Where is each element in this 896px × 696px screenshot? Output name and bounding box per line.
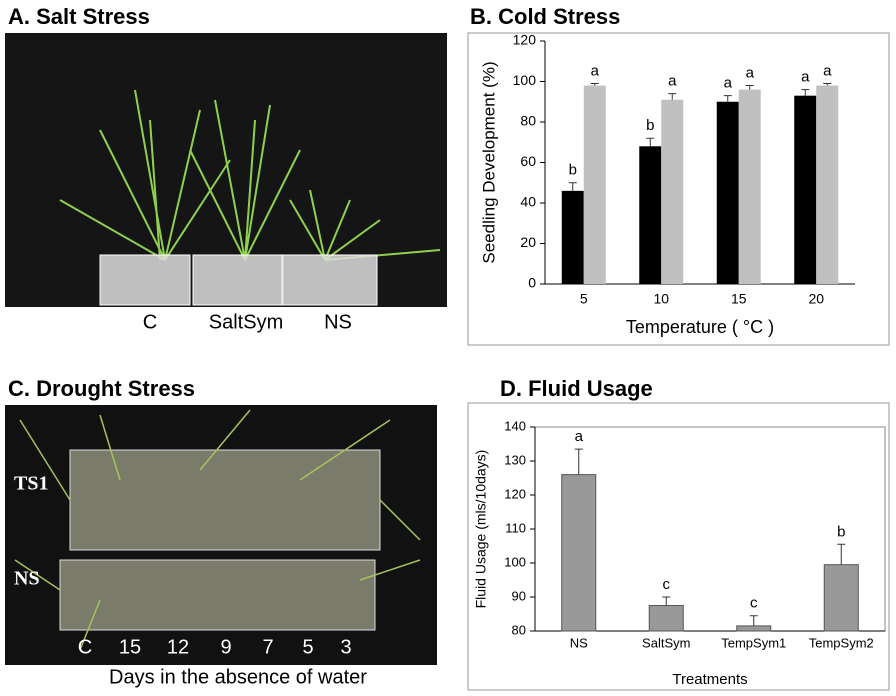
x-axis-label: Treatments — [672, 671, 747, 688]
significance-label: a — [724, 75, 733, 92]
photo-label: 15 — [119, 636, 141, 658]
x-tick-label: 5 — [580, 291, 588, 307]
x-tick-label: TempSym1 — [721, 635, 786, 650]
significance-label: a — [591, 62, 600, 79]
significance-label: a — [575, 428, 584, 445]
photo-label: 3 — [340, 636, 351, 658]
x-tick-label: SaltSym — [642, 635, 690, 650]
y-tick-label: 110 — [505, 520, 526, 535]
error-bar — [823, 83, 832, 86]
bar — [716, 101, 739, 284]
y-tick-label: 60 — [520, 153, 536, 169]
significance-label: b — [646, 117, 654, 134]
y-tick-label: 120 — [504, 486, 526, 501]
chart-frame — [467, 402, 890, 691]
bar — [661, 99, 684, 284]
significance-label: a — [668, 73, 677, 90]
y-tick-label: 0 — [528, 275, 536, 291]
photo-label: C — [78, 636, 92, 658]
error-bar — [837, 543, 846, 565]
bar — [738, 89, 761, 284]
error-bar — [749, 615, 758, 626]
side-label: TS1 — [14, 473, 48, 495]
y-tick-label: 80 — [512, 622, 526, 637]
photo-label: NS — [324, 311, 352, 333]
chart-frame — [467, 32, 890, 346]
photo-label: SaltSym — [209, 311, 283, 333]
significance-label: a — [823, 62, 832, 79]
significance-label: c — [750, 595, 758, 612]
x-tick-label: 15 — [731, 291, 747, 307]
bar — [648, 605, 684, 632]
chart-title: B. Cold Stress — [470, 4, 620, 29]
y-tick-label: 90 — [512, 588, 526, 603]
bar — [583, 85, 606, 284]
significance-label: b — [837, 523, 845, 540]
bar — [823, 564, 859, 632]
panel-title: C. Drought Stress — [8, 376, 195, 401]
error-bar — [574, 448, 583, 475]
y-tick-label: 20 — [520, 234, 536, 250]
y-axis-label: Fluid Usage (mls/10days) — [473, 450, 489, 609]
containers — [99, 254, 378, 306]
error-bar — [668, 93, 677, 100]
significance-label: c — [663, 576, 671, 593]
bar — [561, 190, 584, 284]
error-bar — [646, 137, 655, 147]
photo-label: 5 — [302, 636, 313, 658]
y-tick-label: 100 — [504, 554, 526, 569]
y-tick-label: 120 — [513, 32, 537, 48]
plants — [59, 89, 441, 261]
y-axis-label: Seedling Development (%) — [479, 61, 498, 263]
x-tick-label: 10 — [653, 291, 669, 307]
error-bar — [568, 182, 577, 191]
photo-label: 12 — [167, 636, 189, 658]
bar — [639, 146, 662, 284]
photo-label: 7 — [262, 636, 273, 658]
photo-label: C — [143, 311, 157, 333]
error-bar — [745, 85, 754, 90]
side-label: NS — [14, 568, 40, 590]
y-tick-label: 80 — [520, 113, 536, 129]
y-tick-label: 100 — [513, 72, 537, 88]
x-axis-label: Temperature ( °C ) — [626, 317, 774, 337]
bar — [816, 85, 839, 284]
caption: Days in the absence of water — [109, 666, 367, 688]
significance-label: b — [569, 162, 577, 179]
plants — [14, 409, 421, 651]
error-bar — [590, 83, 599, 86]
x-tick-label: 20 — [808, 291, 824, 307]
bar — [561, 474, 597, 632]
trays — [59, 449, 381, 631]
y-tick-label: 140 — [504, 418, 526, 433]
x-tick-label: NS — [570, 635, 588, 650]
error-bar — [723, 95, 732, 102]
panel-title: A. Salt Stress — [8, 4, 150, 29]
significance-label: a — [746, 65, 755, 82]
significance-label: a — [801, 69, 810, 86]
y-tick-label: 130 — [504, 452, 526, 467]
photo-label: 9 — [220, 636, 231, 658]
chart-title: D. Fluid Usage — [500, 376, 653, 401]
bar — [736, 625, 772, 632]
error-bar — [662, 596, 671, 606]
x-tick-label: TempSym2 — [809, 635, 874, 650]
error-bar — [801, 89, 810, 96]
bar — [794, 95, 817, 284]
y-tick-label: 40 — [520, 194, 536, 210]
